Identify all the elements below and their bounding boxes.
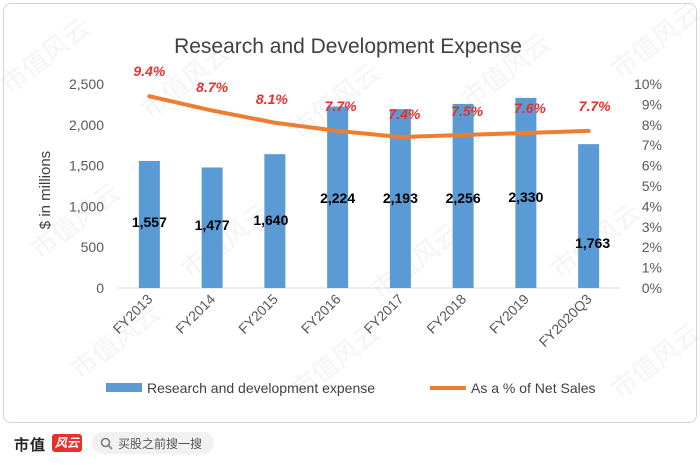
bar-fy2018: [452, 103, 474, 288]
y-axis-left-label: $ in millions: [37, 151, 54, 229]
y-right-tick-label: 4%: [642, 198, 662, 214]
brand-logo-text[interactable]: 市值: [14, 436, 47, 454]
bar-value-label: 1,557: [132, 214, 167, 230]
y-left-tick-label: 500: [81, 239, 105, 255]
search-box[interactable]: 买股之前搜一搜: [92, 432, 215, 454]
pct-net-sales-line: [147, 94, 591, 140]
watermark-text: 市值风云: [176, 198, 276, 286]
watermark-text: 市值风云: [66, 298, 166, 386]
pct-value-label: 7.7%: [325, 98, 357, 114]
bar-series: [138, 97, 600, 288]
watermark-text: 市值风云: [606, 318, 700, 406]
y-right-tick-label: 9%: [642, 96, 662, 112]
legend: Research and development expense As a % …: [106, 380, 596, 396]
bar-value-label: 2,256: [446, 190, 481, 206]
y-axis-left-ticks: 0 500 1,000 1,500 2,000 2,500: [69, 76, 104, 296]
y-right-tick-label: 1%: [642, 260, 662, 276]
search-icon: [100, 437, 113, 450]
y-right-tick-label: 2%: [642, 239, 662, 255]
footer-bar: 市值 风云 买股之前搜一搜: [0, 425, 700, 465]
y-left-tick-label: 2,000: [69, 117, 104, 133]
y-right-tick-label: 10%: [634, 76, 662, 92]
legend-line-label: As a % of Net Sales: [471, 380, 596, 396]
bar-fy2013: [138, 160, 160, 288]
y-right-tick-label: 0%: [642, 280, 662, 296]
pct-value-label: 7.6%: [514, 100, 546, 116]
y-right-tick-label: 6%: [642, 158, 662, 174]
watermark-text: 市值风云: [606, 0, 700, 86]
pct-value-label: 8.1%: [256, 91, 288, 107]
search-placeholder: 买股之前搜一搜: [118, 436, 203, 451]
pct-value-label: 7.4%: [388, 106, 420, 122]
y-right-tick-label: 5%: [642, 178, 662, 194]
legend-bar-label: Research and development expense: [147, 380, 375, 396]
x-tick-label: FY2020Q3: [536, 291, 595, 350]
bar-fy2019: [515, 97, 537, 288]
watermark-text: 市值风云: [366, 218, 466, 306]
x-tick-label: FY2018: [423, 291, 469, 337]
bar-fy2014: [201, 167, 223, 288]
pct-value-label: 8.7%: [196, 79, 228, 95]
bar-data-labels: 1,557 1,477 1,640 2,224 2,193 2,256 2,330 1,763: [132, 189, 610, 251]
bar-value-label: 2,330: [508, 189, 543, 205]
bar-fy2017: [389, 109, 411, 288]
x-tick-label: FY2019: [486, 291, 532, 337]
bar-value-label: 1,640: [253, 212, 288, 228]
bar-value-label: 1,477: [195, 217, 230, 233]
pct-value-label: 7.7%: [579, 98, 611, 114]
bar-fy2020q3: [578, 144, 600, 288]
bar-value-label: 1,763: [575, 235, 610, 251]
bar-value-label: 2,193: [383, 190, 418, 206]
bar-fy2016: [327, 106, 349, 288]
brand-logo-mark: 风云: [52, 434, 82, 452]
x-tick-label: FY2016: [298, 291, 344, 337]
bar-value-label: 2,224: [320, 190, 355, 206]
y-right-tick-label: 3%: [642, 219, 662, 235]
y-left-tick-label: 0: [96, 280, 104, 296]
y-left-tick-label: 1,000: [69, 198, 104, 214]
y-axis-right-ticks: 0% 1% 2% 3% 4% 5% 6% 7% 8% 9% 10%: [634, 76, 662, 296]
line-series: [147, 94, 591, 140]
pct-value-label: 7.5%: [451, 103, 483, 119]
chart-title: Research and Development Expense: [174, 35, 522, 58]
y-right-tick-label: 7%: [642, 137, 662, 153]
pct-value-label: 9.4%: [133, 63, 165, 79]
line-data-labels: 9.4% 8.7% 8.1% 7.7% 7.4% 7.5% 7.6% 7.7%: [133, 63, 611, 122]
y-left-tick-label: 1,500: [69, 158, 104, 174]
legend-bar-swatch: [106, 383, 142, 392]
x-tick-label: FY2014: [172, 291, 218, 337]
y-right-tick-label: 8%: [642, 117, 662, 133]
y-left-tick-label: 2,500: [69, 76, 104, 92]
bar-fy2015: [264, 154, 286, 288]
x-tick-label: FY2015: [235, 291, 281, 337]
